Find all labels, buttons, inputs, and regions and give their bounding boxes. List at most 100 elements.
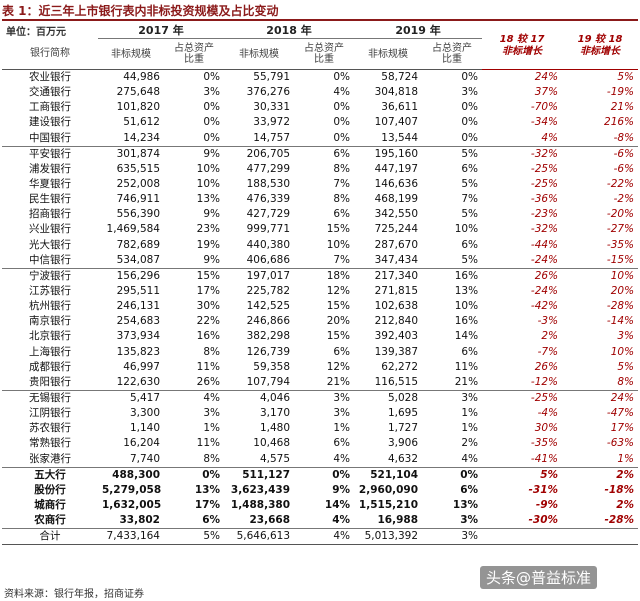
cell: 3,906 [387,437,419,450]
bank-name: 平安银行 [2,145,98,162]
empty-cell [482,528,563,546]
column-header: 非标规模 [354,38,423,70]
cell: -32% [482,145,563,162]
cell: -3% [537,315,559,328]
cell: 392,403 [374,330,419,343]
table-row: 五大行 488,300 0% 511,127 0% 521,104 0% 5% 2% [2,466,639,483]
bank-name: 农商行 [34,514,66,527]
cell: -25% [482,389,563,407]
cell: 4% [333,86,351,99]
cell: 51,612 [123,116,160,129]
bank-name: 合计 [2,528,98,546]
cell: 4% [333,452,351,465]
table-row: 交通银行 275,648 3% 376,276 4% 304,818 3% 37% -19% [2,85,638,100]
cell: 10% [326,238,351,251]
cell: -36% [530,193,559,206]
cell: 5,417 [98,389,164,407]
cell: 12% [326,285,351,298]
cell: 1,515,210 [358,499,419,511]
cell: 1,695 [387,407,419,420]
table-row: 江苏银行 295,511 17% 225,782 12% 271,815 13% -24% 20… [2,284,638,299]
cell: 1% [461,422,479,435]
cell: 24% [562,389,639,407]
cell: 2% [616,499,635,511]
bank-name: 苏农银行 [29,422,71,435]
table-row: 光大银行 782,689 19% 440,380 10% 287,670 6% -44% -35… [2,238,638,253]
bank-name: 杭州银行 [29,300,71,313]
column-header-line: 比重 [442,54,463,65]
cell: 2% [562,466,639,483]
cell: 271,815 [374,285,419,298]
table-row: 成都银行 46,997 11% 59,358 12% 62,272 11% 26% 5% [2,360,638,375]
cell: 8% [203,345,221,358]
cell: -35% [530,437,559,450]
bank-name: 南京银行 [29,315,71,328]
cell: 3,300 [129,407,160,420]
cell: 252,008 [116,178,160,191]
cell: 347,434 [374,253,419,266]
cell: 13% [452,499,479,511]
cell: 33,802 [119,514,160,527]
empty-cell [562,528,639,546]
cell: 0% [333,101,351,114]
source: 资料来源：银行年报，招商证券 [4,589,144,600]
column-header: 占总资产 比重 [422,38,483,70]
cell: 0% [294,466,355,483]
cell: 287,670 [374,238,419,251]
cell: 1,140 [129,422,160,435]
cell: 5% [461,178,479,191]
cell: 3% [460,514,479,527]
cell: 5% [164,528,225,546]
cell: 6% [461,238,479,251]
cell: 0% [203,131,221,144]
column-header: 占总资产 比重 [294,38,355,70]
cell: 3,623,439 [230,483,291,496]
cell: 2% [461,437,479,450]
cell: -8% [613,131,635,144]
cell: 468,199 [374,193,419,206]
cell: 20% [610,285,635,298]
column-header: 占总资产 比重 [164,38,225,70]
table-body: 农业银行 44,986 0% 55,791 0% 58,724 0% 24% 5% 交通银行 275… [2,69,639,546]
cell: 5,013,392 [354,528,423,546]
cell: 0% [461,131,479,144]
cell: 135,823 [116,345,160,358]
cell: 6% [461,162,479,175]
cell: 8% [203,452,221,465]
cell: 19% [196,238,221,251]
cell: 6% [461,345,479,358]
cell: 102,638 [374,300,419,313]
cell: 476,339 [246,193,291,206]
cell: 534,087 [116,253,160,266]
cell: 1,469,584 [106,223,160,236]
cell: 4,046 [224,389,295,407]
cell: 373,934 [116,330,160,343]
table: 单位：百万元 2017 年 2018 年 2019 年 18 较 17 非标增长 … [2,22,639,546]
cell: 3% [617,330,635,343]
cell: 17% [196,285,221,298]
table-row: 建设银行 51,612 0% 33,972 0% 107,407 0% -34% 216% [2,115,638,130]
cell: 0% [164,69,225,86]
bank-name: 中信银行 [29,253,71,266]
year-header: 2019 年 [354,22,483,39]
cell: 33,972 [253,116,291,129]
table-row: 上海银行 135,823 8% 126,739 6% 139,387 6% -7% 10% [2,345,638,360]
cell: -25% [530,178,559,191]
cell: 0% [203,116,221,129]
year-header: 2017 年 [98,22,225,39]
cell: 13% [194,483,221,496]
cell: 301,874 [98,145,164,162]
bank-name: 贵阳银行 [29,375,71,388]
cell: 101,820 [116,101,160,114]
cell: 3% [422,389,483,407]
cell: 197,017 [224,267,295,284]
cell: 15% [326,223,351,236]
table-row: 常熟银行 16,204 11% 10,468 6% 3,906 2% -35% -63% [2,436,638,451]
bank-name: 股份行 [34,483,66,496]
cell: 3% [203,407,221,420]
cell: 477,299 [246,162,291,175]
bank-name: 江苏银行 [29,285,71,298]
cell: 342,550 [374,208,419,221]
cell: 13% [454,285,479,298]
cell: 146,636 [374,178,419,191]
